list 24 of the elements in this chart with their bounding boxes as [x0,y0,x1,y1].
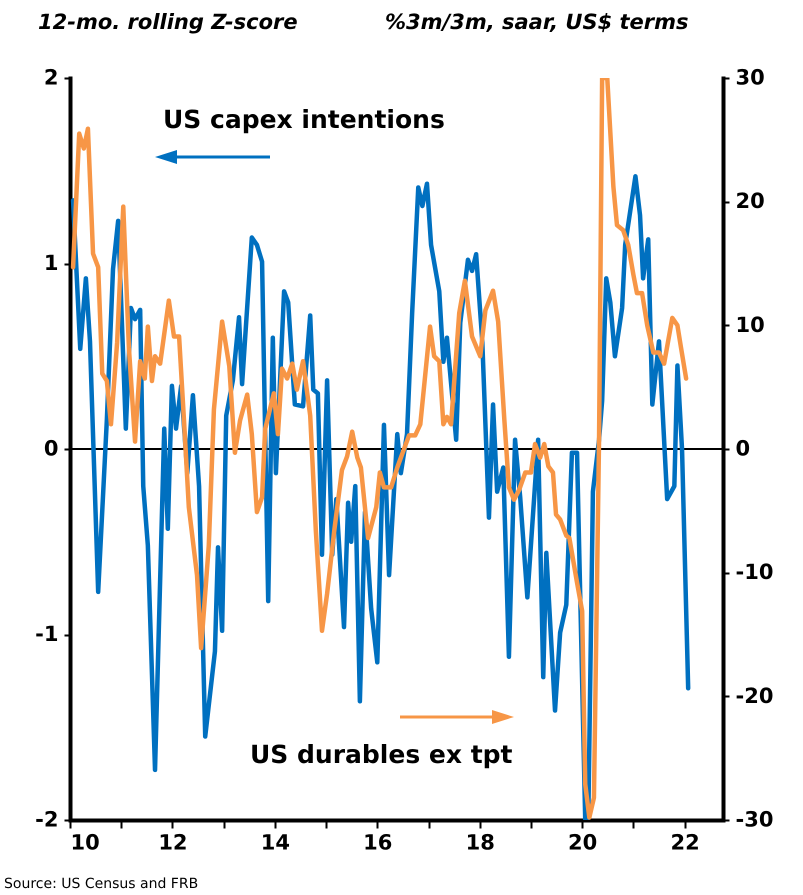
y2-axis-title: %3m/3m, saar, US$ terms [385,10,689,34]
source-note: Source: US Census and FRB [4,876,198,892]
x-tick-label: 14 [260,830,290,854]
legend-label: US durables ex tpt [250,740,512,769]
y-tick-label: 2 [44,66,58,90]
y2-tick-label: -20 [736,684,774,708]
x-tick-label: 22 [670,830,700,854]
x-tick-label: 12 [158,830,188,854]
x-tick-label: 20 [568,830,598,854]
y-tick-label: -2 [35,808,58,832]
y2-tick-label: 0 [736,436,750,460]
y2-tick-label: -30 [736,808,774,832]
y-tick-label: -1 [35,622,58,646]
x-tick-label: 18 [466,830,495,854]
y2-tick-label: -10 [736,560,774,584]
y-tick-label: 1 [44,251,58,275]
x-tick-label: 10 [70,830,100,854]
text: US capex intentions [163,105,445,134]
y-tick-label: 0 [44,436,58,460]
y2-tick-label: 10 [736,312,765,337]
y-axis-title: 12-mo. rolling Z-score [38,10,298,34]
y2-tick-label: 20 [736,189,765,214]
x-tick-label: 16 [363,830,392,854]
y2-tick-label: 30 [736,66,765,90]
